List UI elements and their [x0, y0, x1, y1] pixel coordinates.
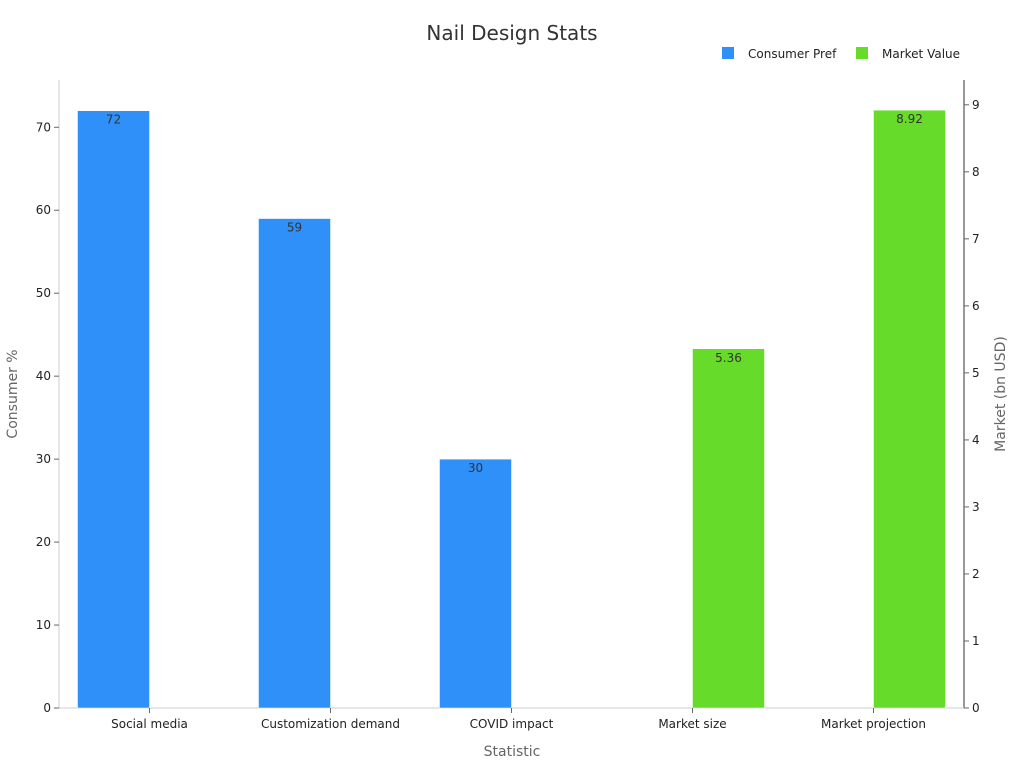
- left-y-ticks: 0 10 20 30 40 50 60 70: [36, 120, 59, 715]
- x-tick-label: Social media: [111, 717, 188, 731]
- right-y-tick-label: 4: [972, 433, 980, 447]
- legend-swatch: [722, 47, 734, 59]
- left-y-axis-title: Consumer %: [5, 349, 21, 438]
- x-tick-label: Market size: [658, 717, 726, 731]
- right-y-tick-label: 0: [972, 701, 980, 715]
- chart-title: Nail Design Stats: [426, 21, 597, 45]
- left-y-tick-label: 30: [36, 452, 51, 466]
- legend: Consumer Pref Market Value: [722, 47, 960, 61]
- right-y-tick-label: 9: [972, 98, 980, 112]
- left-y-tick-label: 70: [36, 120, 51, 134]
- left-y-tick-label: 0: [43, 701, 51, 715]
- x-tick-label: Market projection: [821, 717, 926, 731]
- right-y-tick-label: 3: [972, 500, 980, 514]
- bar-data-label: 59: [287, 221, 302, 235]
- bar-data-label: 5.36: [715, 351, 742, 365]
- left-y-tick-label: 20: [36, 535, 51, 549]
- left-y-tick-label: 50: [36, 286, 51, 300]
- bars: 72 59 30 5.36 8.92: [77, 109, 946, 709]
- x-tick-label: Customization demand: [261, 717, 400, 731]
- legend-label: Consumer Pref: [748, 47, 837, 61]
- bar-data-label: 72: [106, 113, 121, 127]
- right-y-tick-label: 2: [972, 567, 980, 581]
- right-y-tick-label: 6: [972, 299, 980, 313]
- right-y-tick-label: 5: [972, 366, 980, 380]
- bar: [692, 348, 765, 709]
- left-y-tick-label: 40: [36, 369, 51, 383]
- left-y-tick-label: 10: [36, 618, 51, 632]
- bar-data-label: 8.92: [896, 112, 923, 126]
- x-ticks: Social media Customization demand COVID im…: [111, 708, 926, 731]
- bar: [439, 458, 512, 709]
- right-y-tick-label: 1: [972, 634, 980, 648]
- bar: [873, 109, 946, 709]
- x-tick-label: COVID impact: [470, 717, 554, 731]
- right-y-axis-title: Market (bn USD): [993, 336, 1009, 452]
- right-y-tick-label: 8: [972, 165, 980, 179]
- right-y-tick-label: 7: [972, 232, 980, 246]
- bar: [258, 218, 331, 709]
- bar-data-label: 30: [468, 461, 483, 475]
- legend-label: Market Value: [882, 47, 960, 61]
- left-y-tick-label: 60: [36, 203, 51, 217]
- right-y-ticks: 0 1 2 3 4 5 6 7 8 9: [964, 98, 980, 715]
- x-axis-title: Statistic: [484, 744, 541, 760]
- bar: [77, 110, 150, 709]
- legend-swatch: [856, 47, 868, 59]
